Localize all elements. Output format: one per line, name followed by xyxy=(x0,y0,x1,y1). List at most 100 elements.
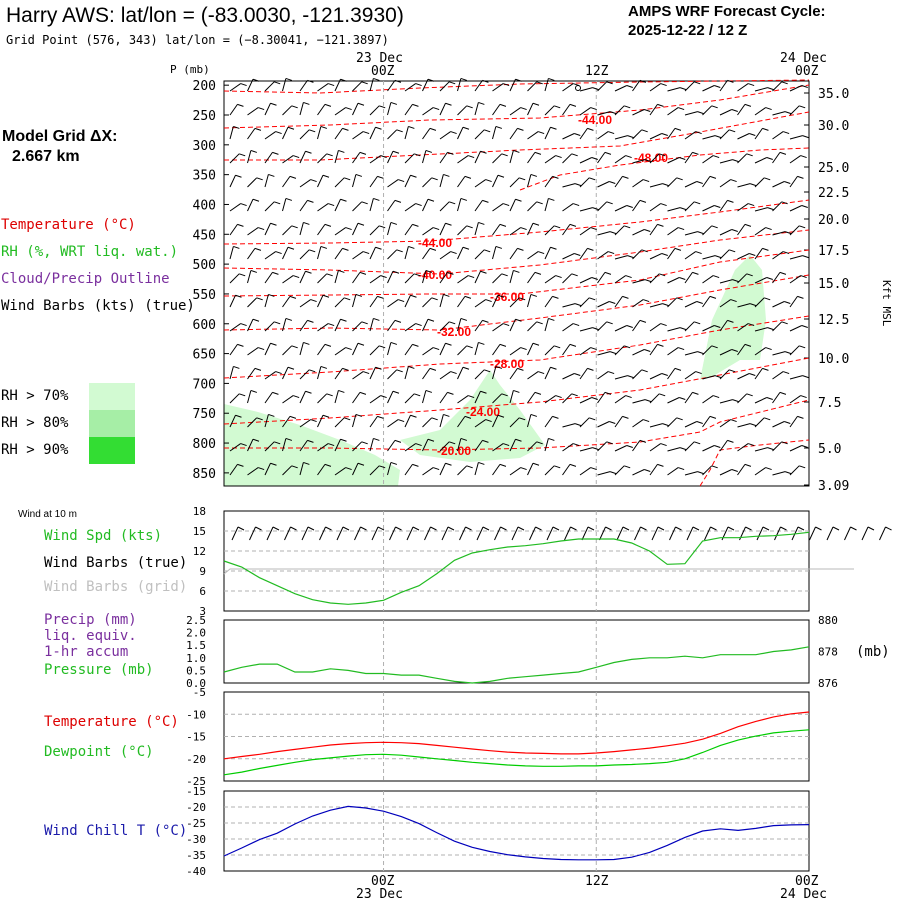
wind-barb-staff xyxy=(230,175,235,187)
wind-barb-flag xyxy=(360,152,366,154)
wind-barb-flag xyxy=(587,248,593,250)
wind-barb-flag xyxy=(500,344,506,346)
wind-barb-flag xyxy=(445,223,451,225)
wind-barb-flag xyxy=(784,302,790,304)
wind-barb-staff xyxy=(493,154,502,163)
true-wind-barb-staff xyxy=(862,527,868,540)
wind-barb-flag xyxy=(573,204,579,206)
wind-barb-flag xyxy=(467,226,473,228)
wind-barb-staff xyxy=(335,348,346,355)
wind-barb-flag xyxy=(519,178,525,180)
wind-barb-staff xyxy=(388,222,391,235)
wind-barb-flag xyxy=(572,154,578,156)
wind-barb-flag xyxy=(574,134,580,136)
wind-barb-staff xyxy=(633,400,646,403)
wind-barb-staff xyxy=(668,248,675,259)
wind-barb-flag xyxy=(694,322,700,324)
wind-barb-flag xyxy=(745,464,751,466)
wind-barb-flag xyxy=(733,160,739,162)
wind-barb-staff xyxy=(335,390,338,403)
pressure-tick-400: 400 xyxy=(193,198,216,213)
wind-barb-staff xyxy=(528,202,537,211)
wind-barb-staff xyxy=(440,103,445,115)
isotherm-label: -44.00 xyxy=(418,236,452,250)
wind-barb-staff xyxy=(633,250,642,259)
wind-barb-flag xyxy=(733,400,739,402)
wind-barb-staff xyxy=(353,322,362,331)
wind-barb-flag xyxy=(556,396,562,398)
wind-barb-flag xyxy=(358,223,364,225)
wind-barb-flag xyxy=(363,132,369,134)
wind-barb-staff xyxy=(300,300,311,307)
wind-barb-flag xyxy=(325,104,331,106)
wind-barb-staff xyxy=(230,246,233,259)
wind-barb-staff xyxy=(790,416,797,427)
wind-barb-staff xyxy=(300,342,303,355)
true-wind-barb-flag xyxy=(396,527,402,530)
wind-barb-flag xyxy=(677,178,683,180)
temp-ytick--10: -10 xyxy=(186,708,206,721)
true-wind-barb-staff xyxy=(757,527,763,540)
wind-barb-flag xyxy=(346,228,352,230)
wind-barb-staff xyxy=(685,182,697,187)
wind-barb-staff xyxy=(528,372,539,379)
wind-barb-flag xyxy=(391,462,397,464)
wind-barb-staff xyxy=(545,106,554,115)
wind-barb-flag xyxy=(463,127,469,129)
wind-barb-flag xyxy=(732,230,738,232)
wind-barb-flag xyxy=(325,224,331,226)
wind-barb-staff xyxy=(493,246,496,259)
wind-barb-flag xyxy=(628,376,634,378)
temp-ytick--15: -15 xyxy=(186,731,206,744)
wind-barb-staff xyxy=(563,184,576,187)
wind-barb-flag xyxy=(548,198,554,200)
wind-barb-staff xyxy=(300,250,309,259)
wind-barb-staff xyxy=(458,156,469,163)
wind-barb-flag xyxy=(391,222,397,224)
wind-barb-staff xyxy=(790,226,799,235)
wind-barb-flag xyxy=(762,368,768,370)
wind-barb-flag xyxy=(346,348,352,350)
wind-barb-flag xyxy=(410,415,416,417)
wind-barb-flag xyxy=(768,88,774,90)
wind-barb-flag xyxy=(622,416,628,418)
wind-barb-staff xyxy=(545,438,548,451)
wind-barb-flag xyxy=(570,224,576,226)
wind-barb-staff xyxy=(248,228,259,235)
wind-barb-flag xyxy=(714,206,720,208)
kft-tick-30.0: 30.0 xyxy=(818,119,849,134)
wind-barb-flag xyxy=(303,342,309,344)
wind-barb-flag xyxy=(698,352,704,354)
wind-barb-staff xyxy=(580,248,587,259)
wind-barb-flag xyxy=(766,228,772,230)
wind-barb-staff xyxy=(300,370,309,379)
wind-barb-staff xyxy=(353,132,364,139)
wind-barb-staff xyxy=(703,86,715,91)
wind-barb-flag xyxy=(748,204,754,206)
wind-barb-staff xyxy=(703,396,714,403)
wind-barb-staff xyxy=(265,252,276,259)
wind-barb-flag xyxy=(713,276,719,278)
wind-barb-staff xyxy=(283,296,290,307)
wind-barb-flag xyxy=(610,352,616,354)
wind-barb-staff xyxy=(598,472,611,475)
wind-barb-staff xyxy=(650,374,662,379)
true-wind-barb-flag xyxy=(658,527,664,530)
wind-barb-flag xyxy=(554,226,560,228)
wind-barb-flag xyxy=(237,104,243,106)
wind-barb-flag xyxy=(513,390,519,392)
wind-barb-flag xyxy=(644,350,650,352)
true-wind-barb-flag xyxy=(501,527,507,530)
wind-barb-flag xyxy=(692,272,698,274)
wind-barb-staff xyxy=(668,178,677,187)
true-wind-barb-flag xyxy=(781,527,787,530)
wind-barb-flag xyxy=(591,228,597,230)
wind-barb-flag xyxy=(377,296,383,298)
wind-barb-flag xyxy=(785,352,791,354)
wind-barb-flag xyxy=(338,150,344,152)
windchill-ytick--40: -40 xyxy=(186,865,206,878)
true-wind-barb-staff xyxy=(477,527,483,540)
wind-barb-staff xyxy=(720,130,729,139)
kft-tick-20.0: 20.0 xyxy=(818,213,849,228)
wind-barb-staff xyxy=(405,126,408,139)
